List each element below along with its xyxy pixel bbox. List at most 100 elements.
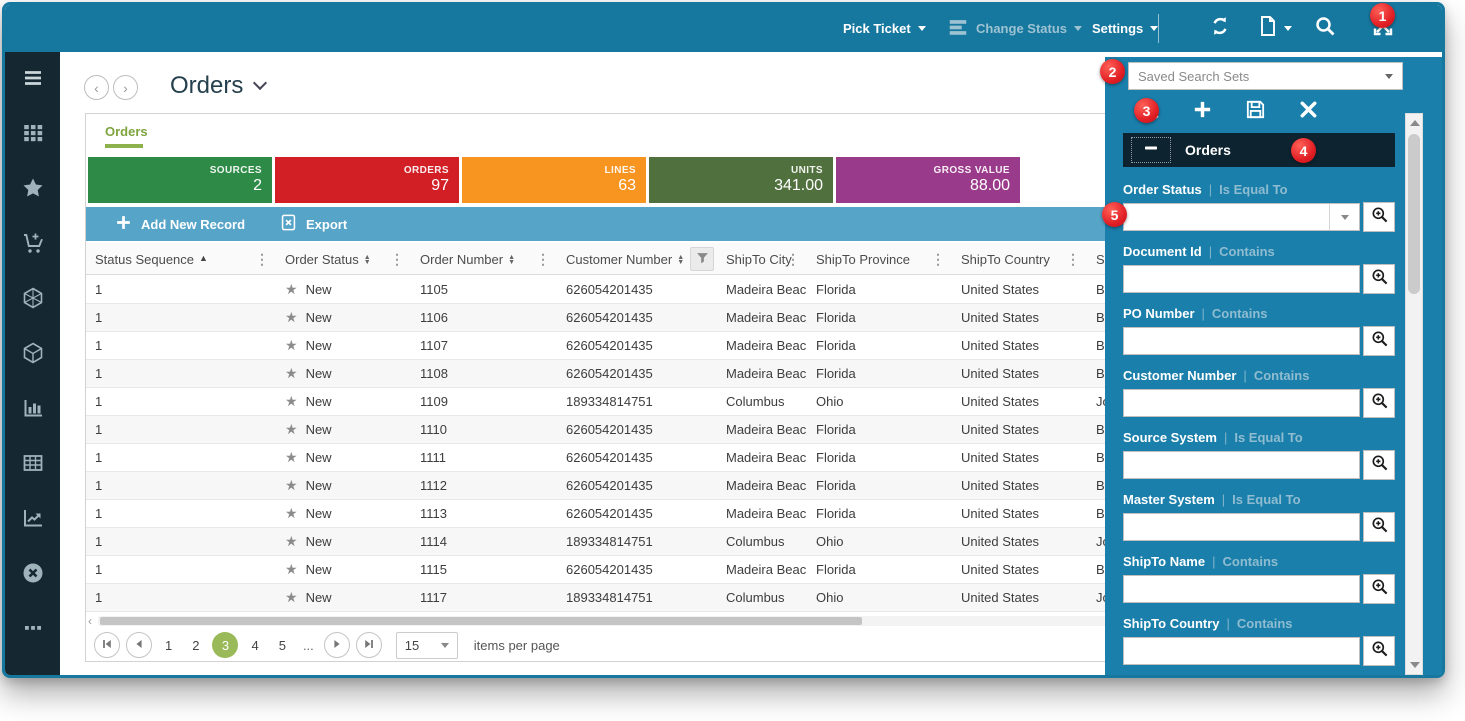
kpi-value: 63 [618,177,636,195]
sidebar-item-menu[interactable] [20,68,46,92]
field-operator[interactable]: Contains [1237,616,1293,631]
last-page-button[interactable] [356,632,382,658]
favorite-star-icon[interactable]: ★ [285,365,298,382]
hscroll-left-arrow[interactable]: ‹ [88,614,92,628]
refresh-button[interactable] [1200,5,1240,52]
tab-orders[interactable]: Orders [105,124,148,139]
scroll-down-arrow[interactable] [1410,662,1420,668]
sidebar-item-favorites[interactable] [20,178,46,202]
column-menu-icon[interactable]: ⋮ [786,251,800,267]
sidebar-item-data-table[interactable] [20,453,46,477]
sidebar-item-package[interactable] [20,343,46,367]
nav-back-button[interactable]: ‹ [84,75,109,100]
document-id-input[interactable] [1124,266,1359,292]
source-system-input[interactable] [1124,452,1359,478]
po-number-input[interactable] [1124,328,1359,354]
panel-scrollbar-thumb[interactable] [1408,134,1420,294]
favorite-star-icon[interactable]: ★ [285,309,298,326]
order-status-input[interactable] [1124,204,1329,230]
page-size-dropdown[interactable]: 15 [396,632,458,659]
field-operator[interactable]: Is Equal To [1219,182,1287,197]
save-search-button[interactable] [1229,95,1282,129]
saved-search-sets-combobox[interactable]: Saved Search Sets [1128,62,1403,90]
field-operator[interactable]: Is Equal To [1234,430,1302,445]
add-search-button[interactable] [1176,95,1229,129]
page-title[interactable]: Orders [170,72,265,100]
favorite-star-icon[interactable]: ★ [285,337,298,354]
next-page-button[interactable] [324,632,350,658]
menu-settings[interactable]: Settings [1092,5,1158,52]
panel-scrollbar[interactable] [1405,113,1423,675]
menu-change-status[interactable]: Change Status [947,5,1082,52]
new-document-button[interactable] [1248,5,1300,52]
field-operator[interactable]: Contains [1212,306,1268,321]
table-cell: United States [952,472,1087,499]
field-operator[interactable]: Contains [1219,244,1275,259]
global-search-button[interactable] [1305,5,1345,52]
field-operator[interactable]: Is Equal To [1232,492,1300,507]
master-system-lookup-button[interactable] [1363,512,1395,542]
field-operator[interactable]: Contains [1254,368,1310,383]
customer-number-lookup-button[interactable] [1363,388,1395,418]
sidebar-item-network[interactable] [20,288,46,312]
sidebar-item-cart[interactable] [20,233,46,257]
column-menu-icon[interactable]: ⋮ [1066,251,1080,267]
favorite-star-icon[interactable]: ★ [285,449,298,466]
column-filter-button[interactable] [690,247,714,271]
column-menu-icon[interactable]: ⋮ [931,251,945,267]
favorite-star-icon[interactable]: ★ [285,561,298,578]
sidebar-item-close[interactable] [20,563,46,587]
sort-icon: ▲▼ [508,255,515,265]
export-button[interactable]: Export [279,213,347,235]
table-cell: 189334814751 [557,388,717,415]
master-system-input[interactable] [1124,514,1359,540]
shipto-name-input[interactable] [1124,576,1359,602]
shipto-name-lookup-button[interactable] [1363,574,1395,604]
page-button-5[interactable]: 5 [272,638,293,653]
favorite-star-icon[interactable]: ★ [285,505,298,522]
order-status-dropdown-button[interactable] [1329,204,1359,230]
favorite-star-icon[interactable]: ★ [285,281,298,298]
field-operator[interactable]: Contains [1223,554,1279,569]
po-number-lookup-button[interactable] [1363,326,1395,356]
scroll-up-arrow[interactable] [1410,120,1420,126]
sidebar-item-bar-chart[interactable] [20,398,46,422]
add-new-record-button[interactable]: Add New Record [114,213,245,235]
column-header-status-sequence[interactable]: Status Sequence▲⋮ [86,243,276,275]
source-system-lookup-button[interactable] [1363,450,1395,480]
previous-page-button[interactable] [126,632,152,658]
add-new-record-label: Add New Record [141,217,245,232]
column-header-shipto-country[interactable]: ShipTo Country⋮ [952,243,1087,275]
favorite-star-icon[interactable]: ★ [285,533,298,550]
horizontal-scrollbar-thumb[interactable] [100,617,862,625]
column-header-customer-number[interactable]: Customer Number▲▼ [557,243,717,275]
menu-pick-ticket[interactable]: Pick Ticket [843,5,926,52]
column-menu-icon[interactable]: ⋮ [536,251,550,267]
order-status-lookup-button[interactable] [1363,202,1395,232]
favorite-star-icon[interactable]: ★ [285,393,298,410]
column-header-order-number[interactable]: Order Number▲▼⋮ [411,243,557,275]
document-id-lookup-button[interactable] [1363,264,1395,294]
page-button-3[interactable]: 3 [212,632,238,658]
column-menu-icon[interactable]: ⋮ [390,251,404,267]
column-menu-icon[interactable]: ⋮ [255,251,269,267]
collapse-section-button[interactable] [1131,137,1171,163]
sidebar-item-more[interactable] [20,618,46,642]
page-button-1[interactable]: 1 [158,638,179,653]
sidebar-item-trend[interactable] [20,508,46,532]
shipto-country-input[interactable] [1124,638,1359,664]
favorite-star-icon[interactable]: ★ [285,421,298,438]
page-button-4[interactable]: 4 [244,638,265,653]
column-header-order-status[interactable]: Order Status▲▼⋮ [276,243,411,275]
sidebar-item-apps[interactable] [20,123,46,147]
customer-number-input[interactable] [1124,390,1359,416]
shipto-country-lookup-button[interactable] [1363,636,1395,666]
favorite-star-icon[interactable]: ★ [285,477,298,494]
first-page-button[interactable] [94,632,120,658]
column-header-shipto-province[interactable]: ShipTo Province⋮ [807,243,952,275]
close-search-button[interactable] [1282,95,1335,129]
nav-forward-button[interactable]: › [113,75,138,100]
column-header-shipto-city[interactable]: ShipTo City⋮ [717,243,807,275]
page-button-2[interactable]: 2 [185,638,206,653]
favorite-star-icon[interactable]: ★ [285,589,298,606]
